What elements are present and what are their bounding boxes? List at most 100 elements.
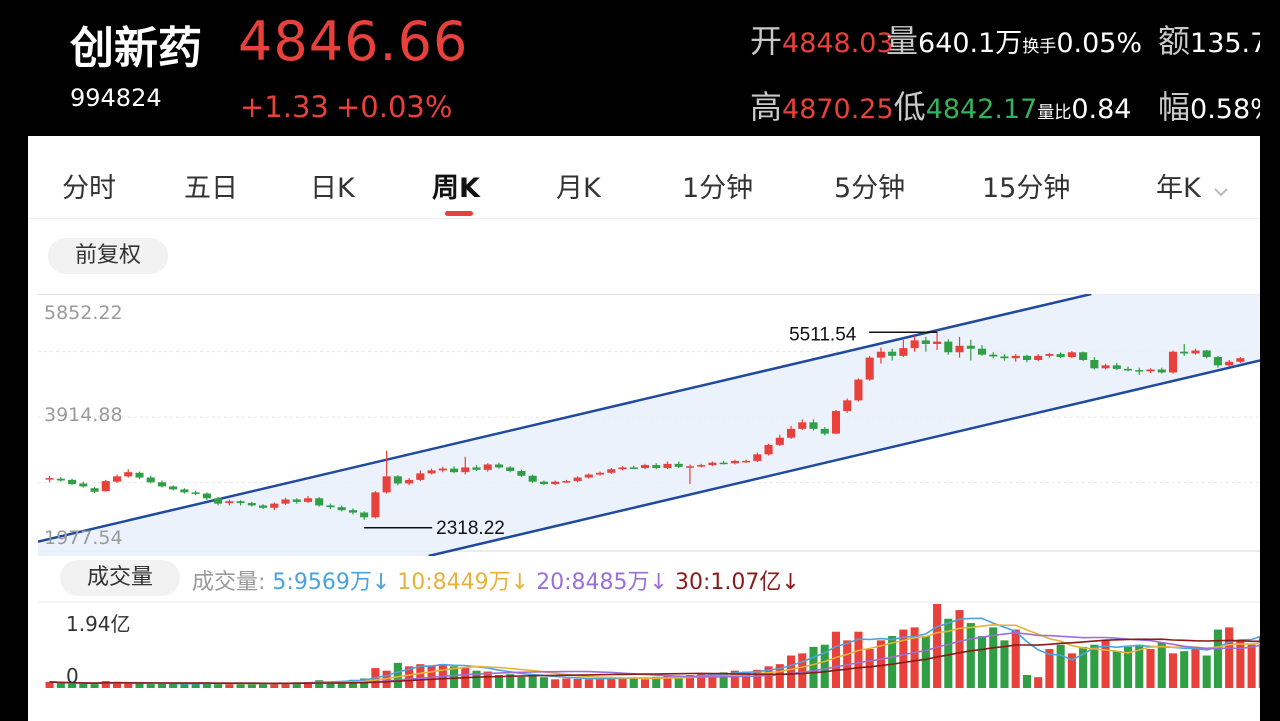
candle-body (685, 466, 694, 468)
stat-amount: 额135.7 (1158, 16, 1260, 62)
volume-bar (977, 636, 987, 688)
candle-body (169, 486, 178, 490)
candlestick-chart[interactable]: 5511.54 2318.22 (38, 294, 1260, 556)
volume-bar (1022, 675, 1031, 688)
candle-body (1079, 352, 1088, 360)
candle-body (427, 470, 436, 474)
candle-body (730, 460, 739, 464)
candle-body (1236, 358, 1245, 362)
candle-body (281, 499, 290, 504)
tab-yearly-k[interactable]: 年K (1156, 166, 1229, 205)
amount-value: 135.7 (1190, 28, 1260, 59)
candle-body (618, 467, 627, 470)
volume-bar (135, 683, 144, 688)
candle-body (1168, 351, 1178, 373)
volume-bar (303, 681, 313, 688)
volume-ma20: 20:8485万↓ (536, 570, 668, 595)
volume-bar (1202, 655, 1211, 688)
volume-bar (68, 683, 77, 688)
volume-axis-top: 1.94亿 (66, 612, 131, 636)
adjust-mode-button[interactable]: 前复权 (48, 238, 168, 274)
stat-open: 开4848.03 (750, 16, 894, 62)
candle-body (809, 422, 818, 429)
turnover-value: 0.05% (1056, 28, 1143, 59)
high-annotation: 5511.54 (789, 324, 857, 345)
candle-body (371, 492, 380, 518)
tab-1min[interactable]: 1分钟 (682, 173, 754, 204)
candle-body (989, 354, 998, 357)
candle-body (596, 472, 605, 475)
candle-body (910, 340, 919, 349)
tab-15min[interactable]: 15分钟 (982, 173, 1071, 204)
tab-intraday[interactable]: 分时 (62, 173, 116, 204)
candle-body (652, 465, 661, 469)
candle-body (202, 493, 211, 499)
candle-body (180, 489, 189, 493)
volume-bar (753, 669, 762, 688)
volume-bar (730, 670, 739, 688)
candle-body (539, 481, 548, 485)
tab-daily-k[interactable]: 日K (310, 173, 355, 204)
candle-body (764, 444, 773, 455)
volume-bar (1213, 629, 1222, 688)
index-name: 创新药 (70, 23, 202, 74)
quote-header: 创新药 994824 4846.66 +1.33 +0.03% 开4848.03… (28, 0, 1260, 136)
volume-bar (910, 627, 919, 688)
tab-5min[interactable]: 5分钟 (834, 173, 906, 204)
volume-bar (416, 664, 425, 688)
candle-body (1191, 350, 1200, 354)
tab-five-day[interactable]: 五日 (184, 173, 238, 204)
volume-bar (798, 653, 807, 688)
tab-weekly-k[interactable]: 周K (432, 173, 480, 204)
candle-body (90, 488, 99, 492)
volume-bar (236, 683, 245, 688)
candle-body (112, 476, 122, 482)
candle-body (786, 428, 796, 438)
candle-body (135, 472, 144, 478)
volume-ma20-line (49, 631, 1260, 685)
volume-bar (1236, 640, 1245, 688)
candle-body (584, 474, 593, 478)
active-tab-indicator (445, 211, 473, 216)
candle-body (562, 481, 571, 483)
volume-ma30: 30:1.07亿↓ (674, 570, 800, 595)
candle-body (708, 462, 717, 466)
volume-bar (326, 681, 335, 688)
volume-bar (1135, 644, 1144, 688)
candle-body (348, 510, 357, 513)
candle-body (1157, 369, 1166, 373)
candle-body (820, 428, 829, 434)
volume-bar (708, 674, 717, 688)
candle-body (517, 470, 526, 476)
candle-body (876, 351, 885, 358)
candle-body (966, 345, 975, 349)
candle-body (56, 478, 65, 481)
candles (45, 330, 1245, 520)
volume-bar (966, 623, 975, 688)
candle-body (719, 462, 728, 465)
candle-body (259, 505, 268, 508)
candle-body (382, 476, 391, 493)
volume-bar (45, 681, 54, 688)
candle-body (270, 503, 279, 508)
volume-bar (742, 671, 751, 688)
tab-monthly-k[interactable]: 月K (556, 173, 601, 204)
volume-bar (865, 649, 874, 688)
volume-indicator-button[interactable]: 成交量 (60, 560, 180, 596)
high-label: 高 (750, 88, 783, 126)
candle-body (933, 341, 942, 344)
volume-bar (393, 662, 402, 688)
candle-body (640, 465, 650, 469)
volume-chart[interactable] (38, 600, 1260, 692)
candle-body (1034, 355, 1043, 360)
amount-label: 额 (1158, 22, 1191, 60)
volume-bar (1124, 646, 1133, 688)
candle-body (494, 464, 504, 468)
candle-body (191, 492, 200, 494)
price-change-pct: +0.03% (336, 90, 453, 124)
candle-body (1180, 351, 1189, 354)
volume-bar (764, 666, 773, 688)
candle-body (607, 469, 616, 473)
volume-bar (876, 640, 885, 688)
amplitude-value: 0.58% (1190, 94, 1260, 125)
